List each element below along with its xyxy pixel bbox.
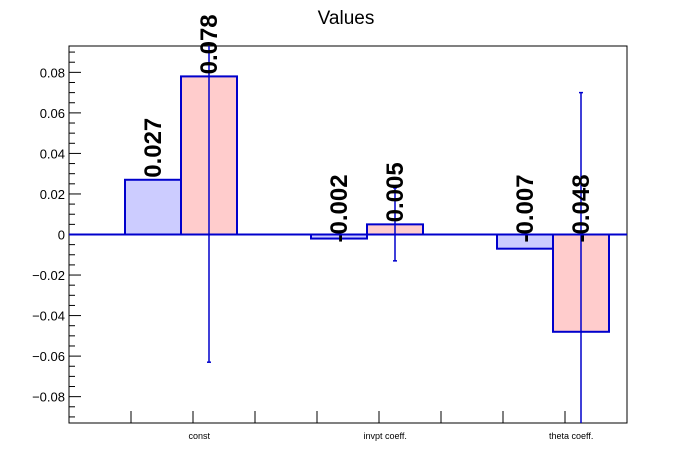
y-tick-label: −0.04 [32,309,65,324]
data-label: -0.007 [512,174,539,242]
y-tick-label: −0.02 [32,268,65,283]
error-bars [207,46,583,423]
data-label: 0.078 [196,14,223,74]
x-category-label: theta coeff. [549,431,593,441]
data-label: 0.005 [382,162,409,222]
data-label: -0.048 [568,174,595,242]
y-tick-label: 0.08 [40,65,65,80]
bar-series1-const [124,178,182,236]
y-tick-label: 0.02 [40,187,65,202]
data-labels: 0.027 -0.002 -0.007 0.078 0.005 -0.048 [140,14,595,242]
x-category-label: const [188,431,210,441]
y-tick-label: −0.08 [32,390,65,405]
y-axis: −0.08 −0.06 −0.04 −0.02 0 0.02 0.04 0.06 0.08 [32,51,81,418]
y-tick-label: 0.04 [40,146,65,161]
chart-title: Values [318,8,375,29]
y-tick-label: 0 [58,228,65,243]
y-tick-label: 0.06 [40,106,65,121]
data-label: -0.002 [326,174,353,242]
x-category-label: invpt coeff. [364,431,407,441]
data-label: 0.027 [140,118,167,178]
y-tick-label: −0.06 [32,349,65,364]
x-axis: const invpt coeff. theta coeff. [130,411,593,441]
